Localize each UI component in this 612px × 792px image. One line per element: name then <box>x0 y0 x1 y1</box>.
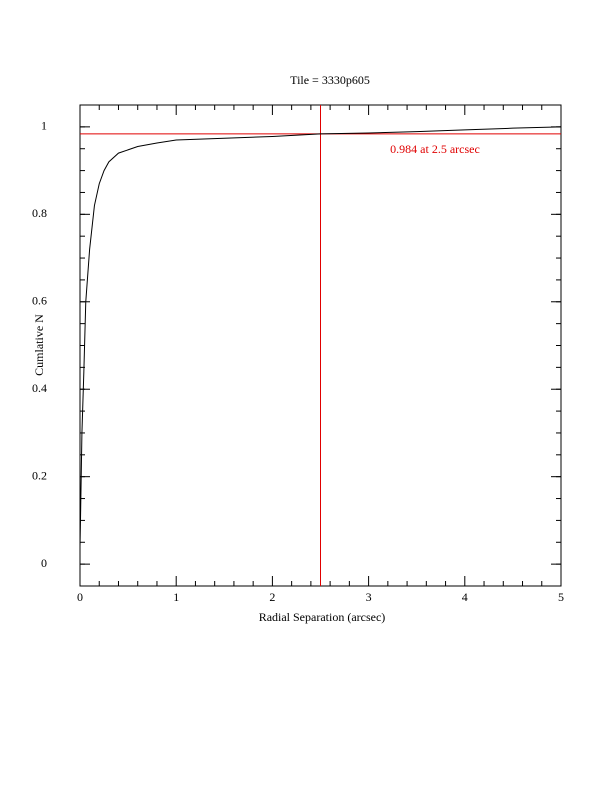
x-tick-label: 3 <box>366 590 372 604</box>
y-tick-label: 0.2 <box>32 468 47 482</box>
y-tick-label: 0.6 <box>32 294 47 308</box>
y-axis-label: Cumlative N <box>32 314 46 376</box>
chart-title: Tile = 3330p605 <box>290 73 370 87</box>
x-axis-label: Radial Separation (arcsec) <box>259 610 386 624</box>
x-tick-label: 2 <box>269 590 275 604</box>
data-line <box>79 126 562 547</box>
y-tick-label: 0 <box>41 556 47 570</box>
x-tick-label: 1 <box>173 590 179 604</box>
y-tick-label: 0.4 <box>32 381 47 395</box>
x-tick-label: 0 <box>77 590 83 604</box>
annotation: 0.984 at 2.5 arcsec <box>390 142 480 156</box>
y-tick-label: 0.8 <box>32 206 47 220</box>
x-tick-label: 4 <box>462 590 468 604</box>
x-tick-label: 5 <box>558 590 564 604</box>
y-tick-label: 1 <box>41 119 47 133</box>
